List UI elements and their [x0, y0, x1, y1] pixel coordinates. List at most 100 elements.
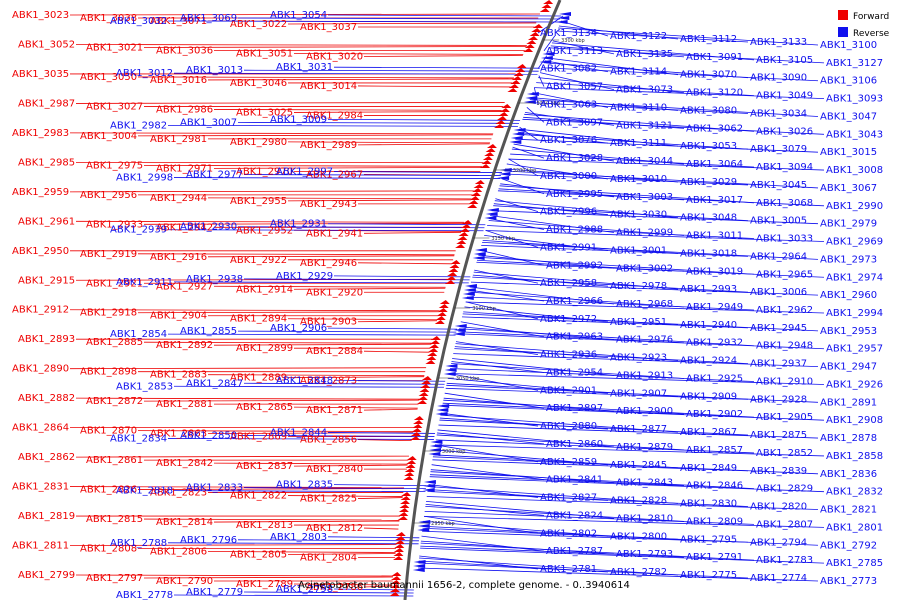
gene-label-forward: ABK1_2967 [306, 169, 363, 180]
gene-label-reverse: ABK1_2990 [826, 201, 883, 212]
feature-reverse [509, 140, 522, 144]
connector-line [237, 435, 435, 437]
feature-forward [393, 548, 404, 552]
connector-line [544, 60, 609, 73]
gene-label-forward: ABK1_2941 [306, 228, 363, 239]
gene-label-reverse: ABK1_3080 [680, 105, 737, 116]
gene-label-forward: ABK1_2842 [156, 458, 213, 469]
gene-label-reverse: ABK1_2779 [186, 587, 243, 598]
connector-line [534, 87, 825, 99]
gene-label-reverse: ABK1_3079 [750, 144, 807, 155]
gene-label-forward: ABK1_3021 [86, 42, 143, 53]
connector-line [541, 67, 819, 82]
connector-line [446, 384, 819, 403]
feature-forward [515, 68, 526, 72]
connector-line [143, 222, 464, 225]
feature-forward [473, 184, 484, 188]
connector-line [327, 14, 562, 17]
connector-line [287, 495, 403, 497]
gene-label-reverse: ABK1_3049 [756, 91, 813, 102]
connector-line [459, 328, 755, 347]
feature-forward [394, 540, 405, 544]
connector-line [143, 341, 432, 344]
connector-line [467, 296, 755, 311]
connector-line [481, 245, 749, 257]
gene-label-forward: ABK1_2864 [12, 423, 69, 434]
gene-label-forward: ABK1_2892 [156, 340, 213, 351]
gene-label-forward: ABK1_2873 [300, 376, 357, 387]
connector-line [213, 520, 400, 523]
feature-forward [412, 424, 423, 428]
connector-line [462, 313, 819, 332]
connector-line [453, 353, 819, 367]
feature-forward [496, 116, 507, 120]
gene-label-reverse: ABK1_2809 [686, 516, 743, 527]
connector-line [213, 462, 408, 465]
gene-label-forward: ABK1_2987 [18, 98, 75, 109]
gene-label-forward: ABK1_2805 [230, 550, 287, 561]
feature-forward [498, 112, 509, 116]
feature-reverse [413, 560, 426, 564]
feature-forward [513, 72, 524, 76]
connector-line [420, 545, 685, 558]
gene-label-reverse: ABK1_2905 [756, 412, 813, 423]
gene-label-reverse: ABK1_2853 [116, 381, 173, 392]
connector-line [417, 567, 819, 582]
connector-line [418, 562, 749, 579]
connector-line [497, 190, 825, 207]
connector-line [461, 316, 749, 329]
legend-reverse-swatch [838, 27, 848, 37]
gene-label-reverse: ABK1_3032 [110, 16, 167, 27]
gene-label-reverse: ABK1_3028 [546, 153, 603, 164]
feature-forward [428, 348, 439, 352]
gene-label-reverse: ABK1_3114 [610, 67, 667, 78]
connector-line [167, 229, 484, 232]
connector-line [443, 399, 755, 418]
gene-label-forward: ABK1_2961 [18, 216, 75, 227]
gene-label-forward: ABK1_2971 [156, 163, 213, 174]
gene-label-forward: ABK1_3014 [300, 81, 357, 92]
connector-line [420, 547, 825, 564]
feature-forward [532, 24, 543, 28]
connector-line [420, 542, 755, 561]
connector-line [363, 55, 523, 57]
gene-label-reverse: ABK1_3106 [820, 76, 877, 87]
connector-line [173, 177, 500, 179]
feature-forward [416, 400, 427, 404]
connector-line [442, 402, 685, 415]
gene-label-reverse: ABK1_2775 [680, 570, 737, 581]
feature-forward [482, 156, 493, 160]
connector-line [207, 551, 396, 553]
feature-reverse [413, 564, 426, 568]
gene-label-reverse: ABK1_2843 [616, 478, 673, 489]
feature-forward [393, 552, 404, 556]
feature-forward [486, 144, 497, 148]
connector-line [424, 511, 755, 525]
connector-line [423, 516, 825, 528]
gene-label-forward: ABK1_3022 [230, 19, 287, 30]
feature-forward [410, 436, 421, 440]
connector-line [243, 69, 539, 72]
connector-line [173, 594, 414, 597]
gene-label-reverse: ABK1_3112 [680, 34, 737, 45]
gene-label-forward: ABK1_3038 [80, 13, 137, 24]
gene-label-forward: ABK1_2799 [18, 570, 75, 581]
gene-label-forward: ABK1_2865 [236, 402, 293, 413]
connector-line [357, 497, 403, 499]
connector-line [207, 255, 455, 258]
connector-line [363, 350, 430, 353]
gene-label-reverse: ABK1_2901 [540, 385, 597, 396]
tick-label: 3250 kbp [536, 101, 560, 107]
gene-label-reverse: ABK1_3048 [680, 213, 737, 224]
gene-label-reverse: ABK1_2841 [546, 475, 603, 486]
gene-label-reverse: ABK1_2940 [680, 320, 737, 331]
feature-forward [389, 588, 400, 592]
gene-label-reverse: ABK1_3047 [820, 111, 877, 122]
gene-label-reverse: ABK1_3076 [540, 135, 597, 146]
gene-label-reverse: ABK1_2909 [680, 391, 737, 402]
gene-label-reverse: ABK1_2947 [820, 362, 877, 373]
gene-label-reverse: ABK1_2845 [610, 460, 667, 471]
gene-label-reverse: ABK1_2855 [180, 326, 237, 337]
gene-label-reverse: ABK1_3122 [610, 31, 667, 42]
gene-label-reverse: ABK1_2860 [546, 439, 603, 450]
